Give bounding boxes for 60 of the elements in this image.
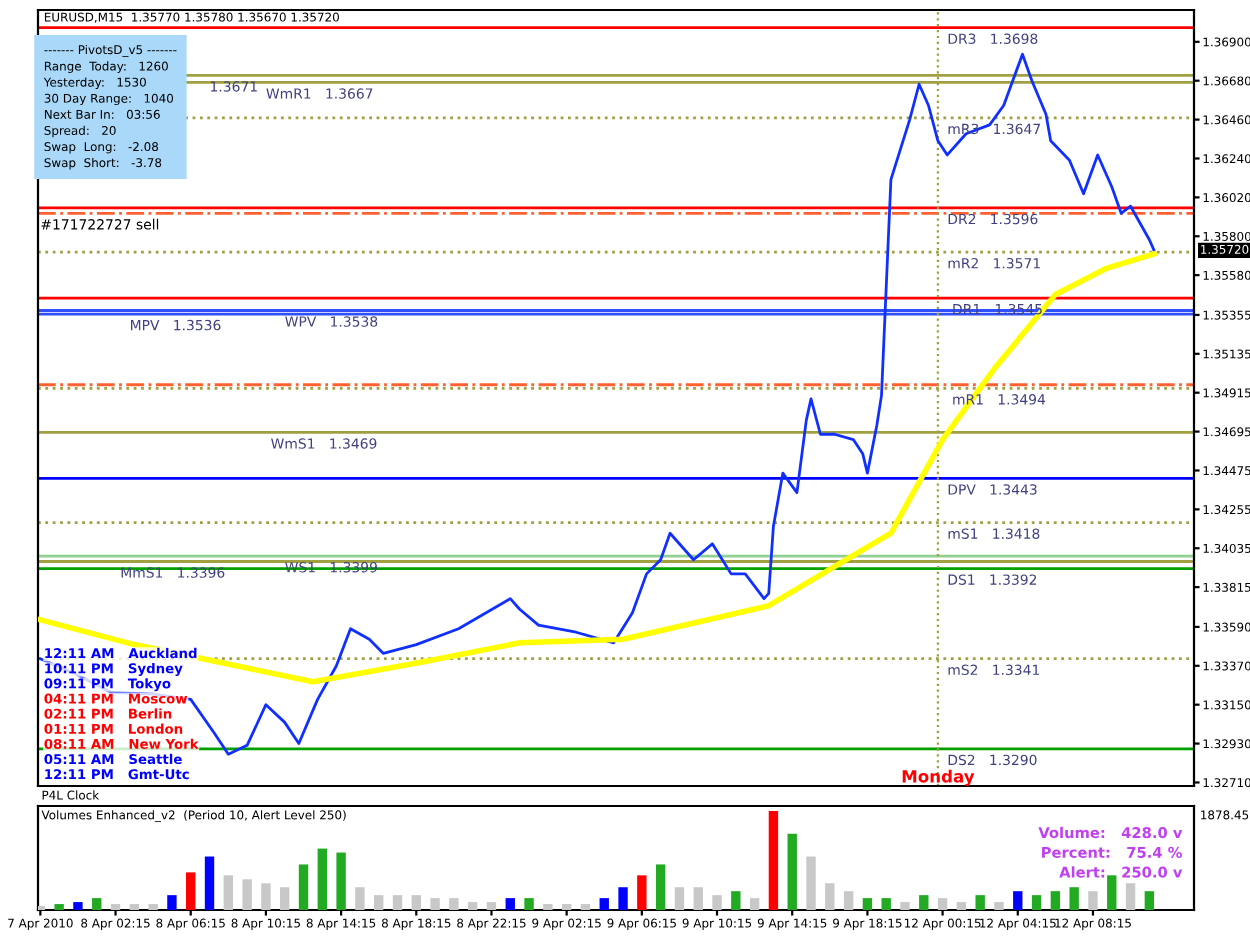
- bar: [148, 904, 158, 910]
- bar: [1013, 891, 1023, 910]
- bar: [937, 898, 948, 910]
- bar: [975, 895, 985, 910]
- bar: [561, 904, 572, 910]
- bar: [242, 879, 252, 910]
- bar: [637, 875, 647, 910]
- bar: [956, 902, 967, 910]
- bar: [1144, 891, 1155, 910]
- bar: [204, 856, 215, 910]
- bar: [599, 898, 609, 910]
- bar: [1107, 875, 1117, 910]
- bar: [392, 895, 403, 910]
- bar: [1050, 891, 1061, 910]
- bar: [1088, 891, 1098, 910]
- bar: [806, 856, 816, 910]
- bar: [373, 895, 384, 910]
- bar: [1125, 883, 1136, 910]
- bar: [54, 904, 64, 910]
- bar: [994, 902, 1004, 910]
- bar: [919, 895, 929, 910]
- bar: [900, 902, 910, 910]
- bar: [505, 898, 515, 910]
- bar: [261, 883, 271, 910]
- bar: [73, 902, 83, 910]
- bar: [674, 887, 685, 910]
- bar: [449, 898, 459, 910]
- bar: [881, 898, 891, 910]
- bar: [129, 904, 140, 910]
- bar: [486, 902, 497, 910]
- bar: [110, 904, 121, 910]
- bar: [167, 895, 177, 910]
- bar: [355, 887, 365, 910]
- bar: [618, 887, 628, 910]
- bar: [1069, 887, 1079, 910]
- bar: [223, 875, 234, 910]
- bar: [467, 902, 478, 910]
- bar: [524, 898, 534, 910]
- bar: [749, 898, 760, 910]
- bar: [92, 898, 102, 910]
- bar: [298, 864, 309, 910]
- bar: [731, 891, 741, 910]
- bar: [280, 887, 290, 910]
- bar: [1031, 895, 1042, 910]
- bar: [580, 904, 591, 910]
- annotation: Monday: [902, 769, 975, 786]
- bar: [411, 895, 421, 910]
- bar: [430, 898, 440, 910]
- bar: [787, 833, 797, 910]
- bar: [862, 898, 873, 910]
- bar: [768, 810, 779, 910]
- bar: [543, 904, 553, 910]
- bar: [693, 887, 703, 910]
- bar: [843, 891, 854, 910]
- bar: [825, 883, 835, 910]
- bar: [655, 864, 666, 910]
- bar: [336, 852, 346, 910]
- bar: [317, 848, 327, 910]
- bar: [712, 895, 722, 910]
- bar: [186, 872, 196, 910]
